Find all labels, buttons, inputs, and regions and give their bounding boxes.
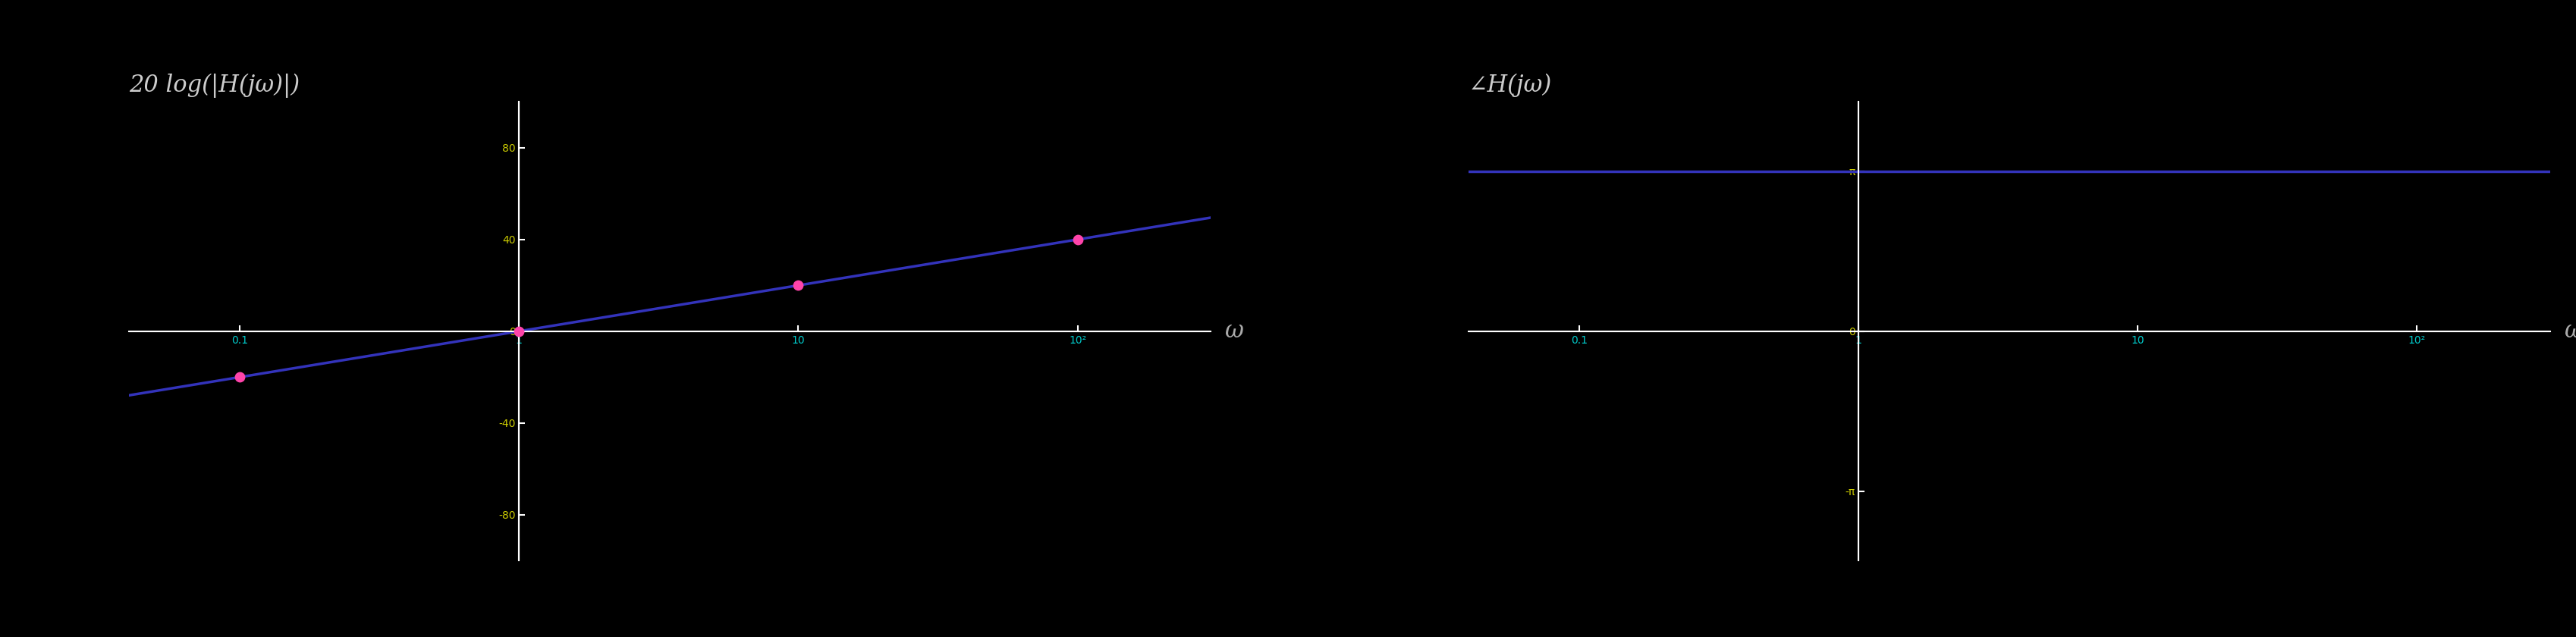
Text: ω: ω — [2563, 320, 2576, 343]
Text: ∠H(jω): ∠H(jω) — [1468, 73, 1551, 97]
Text: 20 log(|H(jω)|): 20 log(|H(jω)|) — [129, 73, 299, 97]
Point — [500, 326, 541, 336]
Point — [219, 372, 260, 382]
Point — [1056, 234, 1097, 245]
Point — [778, 280, 819, 290]
Text: ω: ω — [1224, 320, 1244, 343]
